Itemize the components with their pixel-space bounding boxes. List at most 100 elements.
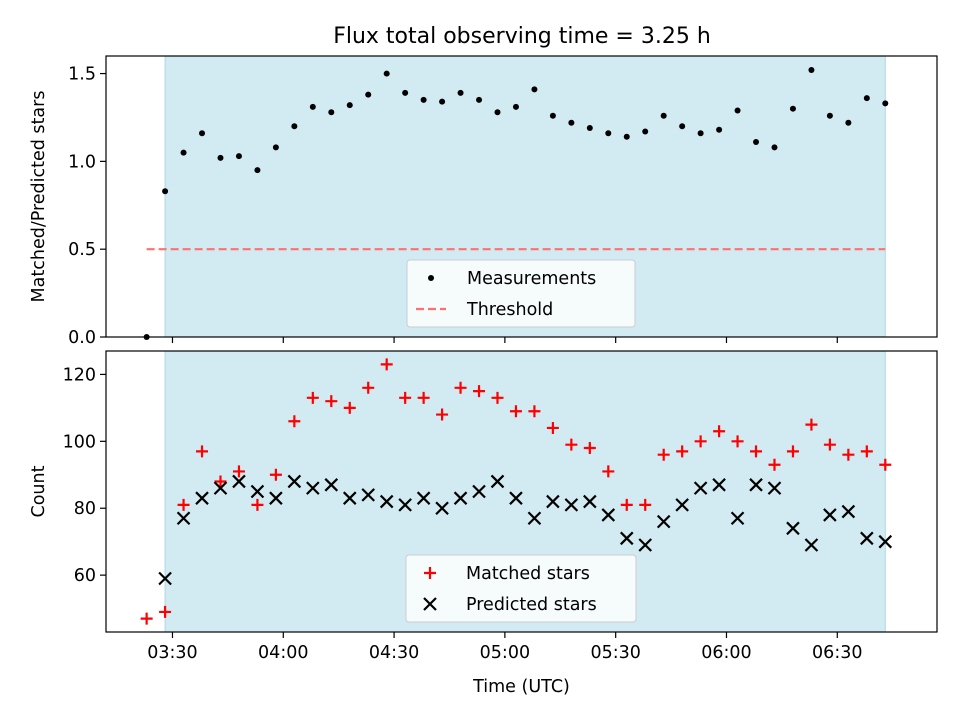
top-y-tick-label: 1.5	[68, 65, 96, 85]
measurement-point	[199, 130, 206, 137]
predicted-star-point	[546, 494, 560, 509]
measurement-point	[309, 103, 316, 110]
measurement-point	[291, 123, 298, 130]
matched-star-point	[436, 408, 449, 421]
measurement-point	[623, 133, 630, 140]
matched-star-point	[362, 381, 375, 394]
measurement-point	[272, 144, 279, 151]
predicted-star-point	[823, 508, 837, 522]
measurement-point	[420, 96, 427, 103]
bottom-y-tick-label: 60	[74, 566, 96, 586]
bottom-legend-box	[405, 554, 637, 623]
predicted-star-point	[860, 531, 874, 546]
matched-star-point	[768, 458, 781, 471]
predicted-star-point	[306, 481, 320, 495]
measurement-point	[642, 128, 649, 135]
matched-star-point	[602, 465, 615, 478]
predicted-star-point	[176, 511, 191, 526]
measurement-point	[549, 112, 556, 119]
measurement-point	[531, 86, 538, 93]
measurement-point	[863, 95, 870, 102]
bottom-legend: Matched stars Predicted stars	[405, 554, 637, 623]
measurement-point	[162, 188, 169, 195]
matched-star-point	[879, 458, 892, 471]
matched-star-point	[269, 468, 282, 481]
predicted-star-point	[712, 478, 726, 492]
predicted-star-point	[232, 474, 246, 489]
matched-star-point	[343, 401, 356, 414]
measurement-point	[679, 123, 686, 130]
measurement-point	[716, 126, 723, 133]
matched-star-point	[288, 415, 301, 428]
measurement-point	[882, 100, 889, 107]
predicted-star-point	[435, 501, 449, 516]
measurement-point	[512, 103, 519, 110]
predicted-star-point	[583, 494, 597, 509]
predicted-star-point	[379, 494, 394, 509]
measurement-point	[734, 107, 741, 114]
matched-star-point	[251, 498, 264, 511]
chart-title: Flux total observing time = 3.25 h	[333, 24, 711, 49]
matched-star-point	[639, 498, 652, 511]
matched-star-point	[786, 445, 799, 458]
predicted-star-point	[416, 491, 431, 505]
matched-star-point	[140, 612, 153, 625]
matched-star-point	[657, 448, 670, 461]
matched-star-point	[565, 438, 578, 451]
bottom-series	[140, 358, 893, 625]
predicted-star-point	[656, 514, 671, 529]
predicted-star-point	[324, 478, 339, 492]
measurement-point	[697, 130, 704, 137]
bottom-x-tick-label: 05:30	[590, 643, 640, 663]
measurement-point	[826, 112, 833, 119]
predicted-star-point	[453, 491, 468, 505]
matched-star-point	[860, 445, 873, 458]
measurement-point	[383, 70, 390, 77]
bottom-x-tick-label: 06:30	[812, 643, 862, 663]
top-legend-box	[406, 259, 636, 328]
bottom-x-tick-label: 05:00	[480, 643, 530, 663]
bottom-panel: 60 80 100 120 03:30 04:00 04:30 05:00 05:30 06:0…	[29, 350, 938, 697]
matched-star-point	[491, 391, 504, 404]
top-x-ticks	[171, 337, 838, 343]
predicted-star-point	[213, 481, 228, 495]
matched-star-point	[731, 435, 744, 448]
matched-star-point	[177, 498, 190, 511]
top-legend: Measurements Threshold	[406, 259, 636, 328]
bottom-y-axis-label: Count	[29, 465, 49, 517]
predicted-star-point	[878, 534, 893, 549]
bottom-x-axis-label: Time (UTC)	[472, 677, 570, 697]
predicted-star-point	[527, 511, 542, 526]
predicted-star-point	[841, 504, 856, 519]
measurement-point	[808, 67, 815, 74]
measurement-point	[568, 119, 575, 126]
bottom-y-tick-label: 120	[63, 365, 96, 385]
measurement-point	[586, 125, 593, 132]
predicted-star-point	[693, 481, 708, 495]
predicted-star-point	[675, 498, 689, 512]
top-y-tick-label: 0.0	[68, 328, 96, 348]
matched-star-point	[750, 445, 763, 458]
predicted-star-point	[269, 491, 283, 505]
measurement-point	[457, 89, 464, 96]
bottom-axes-frame	[105, 350, 938, 633]
predicted-star-point	[564, 498, 579, 512]
bottom-x-tick-label: 04:30	[369, 643, 419, 663]
bottom-legend-label: Matched stars	[466, 564, 590, 584]
top-legend-label: Measurements	[467, 269, 596, 289]
bottom-x-tick-label: 06:00	[701, 643, 751, 663]
predicted-star-point	[342, 491, 357, 505]
matched-star-point	[380, 358, 393, 371]
measurement-point	[346, 102, 353, 109]
matched-star-point	[583, 442, 596, 455]
predicted-star-point	[250, 484, 265, 499]
measurement-point	[402, 89, 409, 96]
predicted-star-point	[490, 474, 505, 489]
measurement-point	[235, 153, 242, 160]
bottom-y-tick-label: 80	[74, 499, 96, 519]
measurement-point	[494, 109, 501, 116]
top-legend-marker	[428, 275, 434, 281]
measurement-point	[753, 139, 760, 146]
matched-star-point	[159, 605, 172, 618]
